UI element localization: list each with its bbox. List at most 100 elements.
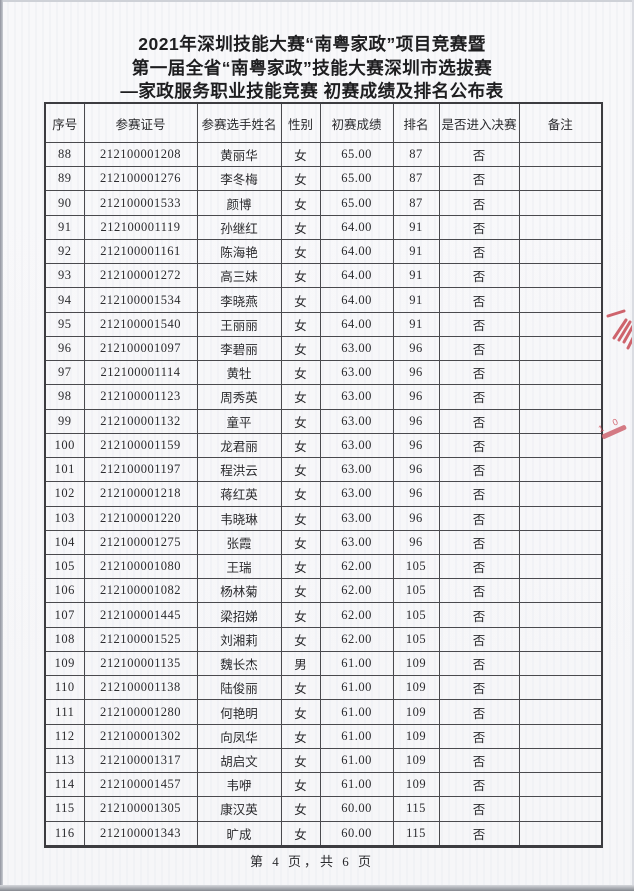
table-row: 105 212100001080 王瑞女 62.00 105 否: [44, 553, 603, 580]
table-cell: 96: [392, 432, 440, 459]
table-cell: 96: [392, 481, 440, 507]
table-cell: 99: [44, 408, 85, 434]
table-cell: 96: [392, 384, 440, 410]
table-cell: 88: [44, 141, 85, 168]
column-header: 是否进入决赛: [438, 102, 520, 143]
table-cell: 212100001280: [83, 699, 198, 725]
table-cell: 212100001135: [83, 650, 198, 677]
table-cell: 116: [44, 820, 85, 848]
table-cell: 刘湘莉: [196, 626, 282, 652]
table-cell: 女: [280, 432, 321, 459]
table-row: 114 212100001457 韦咿女 61.00 109 否: [44, 772, 603, 798]
table-cell: 105: [392, 578, 440, 604]
table-cell: [518, 166, 603, 192]
table-row: 113 212100001317 胡启文女 61.00 109 否: [44, 747, 603, 774]
table-cell: [518, 650, 603, 677]
document-title: 2021年深圳技能大赛“南粤家政”项目竞赛暨 第一届全省“南粤家政”技能大赛深圳…: [0, 33, 624, 104]
column-header: 序号: [44, 102, 85, 143]
table-row: 94 212100001534 李晓燕女 64.00 91 否: [44, 287, 603, 313]
table-cell: 89: [44, 166, 85, 192]
table-cell: 否: [438, 263, 520, 289]
table-cell: 63.00: [319, 457, 394, 483]
table-cell: 96: [392, 529, 440, 555]
table-cell: 否: [438, 553, 520, 580]
table-row: 106 212100001082 杨林菊女 62.00 105 否: [44, 578, 603, 604]
table-cell: 91: [392, 287, 440, 313]
table-cell: [518, 747, 603, 774]
table-cell: 64.00: [319, 311, 394, 337]
table-cell: 102: [44, 481, 85, 507]
table-cell: 98: [44, 384, 85, 410]
table-cell: 212100001123: [83, 384, 198, 410]
table-cell: 61.00: [319, 772, 394, 798]
table-cell: 男: [280, 650, 321, 677]
table-cell: 何艳明: [196, 699, 282, 725]
table-cell: 96: [392, 335, 440, 362]
table-cell: 女: [280, 190, 321, 216]
table-cell: [518, 238, 603, 265]
table-cell: 女: [280, 238, 321, 265]
table-cell: 女: [280, 675, 321, 701]
table-cell: 62.00: [319, 578, 394, 604]
table-cell: 106: [44, 578, 85, 604]
table-cell: 96: [392, 457, 440, 483]
table-cell: 113: [44, 747, 85, 774]
table-cell: 否: [438, 457, 520, 483]
table-cell: 105: [392, 602, 440, 628]
table-cell: 女: [280, 311, 321, 337]
table-cell: 63.00: [319, 384, 394, 410]
table-cell: 童平: [196, 408, 282, 434]
table-cell: 212100001457: [83, 772, 198, 798]
table-cell: 212100001540: [83, 311, 198, 337]
table-cell: 65.00: [319, 190, 394, 216]
table-cell: 115: [392, 796, 440, 822]
table-cell: 女: [280, 481, 321, 507]
table-cell: 否: [438, 481, 520, 507]
table-cell: [518, 675, 603, 701]
table-cell: 110: [44, 675, 85, 701]
table-cell: 96: [392, 360, 440, 386]
table-cell: 女: [280, 141, 321, 168]
table-row: 110 212100001138 陆俊丽女 61.00 109 否: [44, 675, 603, 701]
table-cell: 杨林菊: [196, 578, 282, 604]
table-cell: 65.00: [319, 166, 394, 192]
table-cell: 61.00: [319, 675, 394, 701]
table-cell: 108: [44, 626, 85, 652]
table-cell: 212100001161: [83, 238, 198, 265]
table-cell: 女: [280, 384, 321, 410]
table-cell: 否: [438, 190, 520, 216]
table-cell: 否: [438, 796, 520, 822]
table-cell: 64.00: [319, 287, 394, 313]
table-cell: 212100001534: [83, 287, 198, 313]
table-cell: 否: [438, 166, 520, 192]
table-cell: 王丽丽: [196, 311, 282, 337]
table-cell: 91: [392, 238, 440, 265]
table-cell: 程洪云: [196, 457, 282, 483]
table-cell: 否: [438, 141, 520, 168]
table-cell: [518, 723, 603, 749]
table-row: 104 212100001275 张霞女 63.00 96 否: [44, 529, 603, 555]
table-cell: 胡启文: [196, 747, 282, 774]
table-row: 108 212100001525 刘湘莉女 62.00 105 否: [44, 626, 603, 652]
table-cell: [518, 190, 603, 216]
table-cell: 212100001197: [83, 457, 198, 483]
title-line-1: 2021年深圳技能大赛“南粤家政”项目竞赛暨: [138, 34, 486, 54]
table-cell: [518, 578, 603, 604]
table-cell: 64.00: [319, 263, 394, 289]
column-header: 初赛成绩: [319, 102, 394, 143]
table-cell: 63.00: [319, 408, 394, 434]
table-cell: 109: [392, 675, 440, 701]
table-cell: [518, 287, 603, 313]
results-table-header-row: 序号 参赛证号 参赛选手姓名 性别 初赛成绩 排名 是否进入决赛 备注: [44, 102, 603, 143]
table-cell: [518, 141, 603, 168]
table-row: 95 212100001540 王丽丽女 64.00 91 否: [44, 311, 603, 337]
table-row: 92 212100001161 陈海艳女 64.00 91 否: [44, 238, 603, 265]
table-cell: 112: [44, 723, 85, 749]
table-cell: [518, 335, 603, 362]
table-cell: 女: [280, 335, 321, 362]
table-row: 91 212100001119 孙继红女 64.00 91 否: [44, 214, 603, 240]
table-cell: 96: [44, 335, 85, 362]
table-cell: 否: [438, 578, 520, 604]
table-cell: 周秀英: [196, 384, 282, 410]
table-cell: 女: [280, 287, 321, 313]
